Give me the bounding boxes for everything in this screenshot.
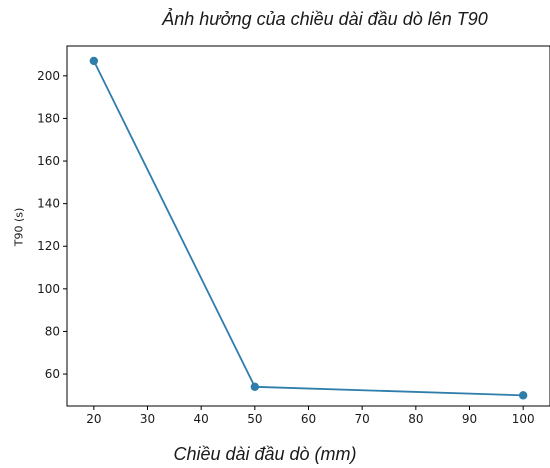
x-tick-label: 90 [462, 412, 477, 426]
x-tick-label: 40 [194, 412, 209, 426]
y-tick-label: 80 [45, 324, 60, 338]
y-tick-label: 160 [37, 154, 60, 168]
x-tick-label: 100 [512, 412, 535, 426]
x-tick-label: 50 [247, 412, 262, 426]
x-tick-label: 60 [301, 412, 316, 426]
x-tick-label: 80 [408, 412, 423, 426]
x-axis-label: Chiều dài đầu dò (mm) [173, 444, 357, 464]
y-tick-label: 200 [37, 69, 60, 83]
y-tick-label: 100 [37, 282, 60, 296]
plot-frame [66, 45, 550, 407]
x-tick-label: 20 [86, 412, 101, 426]
x-tick-label: 30 [140, 412, 155, 426]
data-point [89, 56, 99, 66]
y-tick-label: 60 [45, 367, 60, 381]
x-tick-label: 70 [355, 412, 370, 426]
data-point [518, 391, 528, 400]
y-axis-ticks: 60 80 100 120 140 160 180 200 [37, 69, 67, 381]
y-tick-label: 140 [37, 197, 60, 211]
y-tick-label: 120 [37, 239, 60, 253]
y-tick-label: 180 [37, 111, 60, 125]
x-axis-ticks: 20 30 40 50 60 70 80 90 100 [86, 406, 535, 426]
series-group [89, 56, 528, 400]
data-point [250, 382, 260, 392]
series-line [93, 60, 524, 397]
chart-title: Ảnh hưởng của chiều dài đầu dò lên T90 [162, 9, 488, 29]
